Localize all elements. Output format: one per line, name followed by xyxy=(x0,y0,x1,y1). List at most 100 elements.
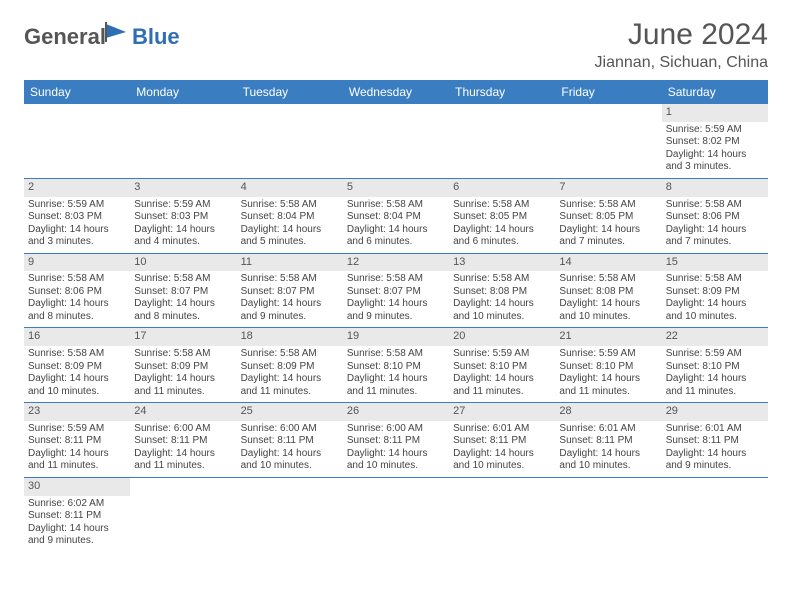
daylight-text: Daylight: 14 hours and 7 minutes. xyxy=(559,224,657,249)
calendar-body: 1Sunrise: 5:59 AMSunset: 8:02 PMDaylight… xyxy=(24,104,768,552)
day-number: 30 xyxy=(24,478,130,496)
daylight-text: Daylight: 14 hours and 11 minutes. xyxy=(453,373,551,398)
day-number: 24 xyxy=(130,403,236,421)
daylight-text: Daylight: 14 hours and 10 minutes. xyxy=(453,448,551,473)
sunset-text: Sunset: 8:03 PM xyxy=(134,211,232,224)
day-number: 15 xyxy=(662,254,768,272)
weekday-header: Thursday xyxy=(449,80,555,104)
sunset-text: Sunset: 8:11 PM xyxy=(347,435,445,448)
weekday-header: Saturday xyxy=(662,80,768,104)
day-number: 1 xyxy=(662,104,768,122)
day-number: 2 xyxy=(24,179,130,197)
sunset-text: Sunset: 8:06 PM xyxy=(28,286,126,299)
sunset-text: Sunset: 8:08 PM xyxy=(453,286,551,299)
sunrise-text: Sunrise: 5:58 AM xyxy=(666,273,764,286)
calendar-cell: 6Sunrise: 5:58 AMSunset: 8:05 PMDaylight… xyxy=(449,178,555,253)
daylight-text: Daylight: 14 hours and 9 minutes. xyxy=(666,448,764,473)
day-number: 13 xyxy=(449,254,555,272)
day-number: 29 xyxy=(662,403,768,421)
sunset-text: Sunset: 8:08 PM xyxy=(559,286,657,299)
calendar-cell: 27Sunrise: 6:01 AMSunset: 8:11 PMDayligh… xyxy=(449,403,555,478)
daylight-text: Daylight: 14 hours and 11 minutes. xyxy=(559,373,657,398)
calendar-row: 23Sunrise: 5:59 AMSunset: 8:11 PMDayligh… xyxy=(24,403,768,478)
calendar-cell xyxy=(343,477,449,551)
daylight-text: Daylight: 14 hours and 10 minutes. xyxy=(347,448,445,473)
sunset-text: Sunset: 8:10 PM xyxy=(453,361,551,374)
daylight-text: Daylight: 14 hours and 11 minutes. xyxy=(134,373,232,398)
calendar-cell: 13Sunrise: 5:58 AMSunset: 8:08 PMDayligh… xyxy=(449,253,555,328)
sunrise-text: Sunrise: 5:59 AM xyxy=(453,348,551,361)
daylight-text: Daylight: 14 hours and 10 minutes. xyxy=(559,448,657,473)
day-number: 4 xyxy=(237,179,343,197)
day-number: 21 xyxy=(555,328,661,346)
daylight-text: Daylight: 14 hours and 8 minutes. xyxy=(28,298,126,323)
daylight-text: Daylight: 14 hours and 9 minutes. xyxy=(241,298,339,323)
calendar-cell xyxy=(130,477,236,551)
day-number: 7 xyxy=(555,179,661,197)
daylight-text: Daylight: 14 hours and 10 minutes. xyxy=(241,448,339,473)
sunrise-text: Sunrise: 5:59 AM xyxy=(28,199,126,212)
title-month: June 2024 xyxy=(595,18,768,52)
sunset-text: Sunset: 8:11 PM xyxy=(453,435,551,448)
sunset-text: Sunset: 8:04 PM xyxy=(347,211,445,224)
sunrise-text: Sunrise: 5:58 AM xyxy=(666,199,764,212)
sunrise-text: Sunrise: 5:58 AM xyxy=(347,273,445,286)
day-number: 18 xyxy=(237,328,343,346)
calendar-cell: 26Sunrise: 6:00 AMSunset: 8:11 PMDayligh… xyxy=(343,403,449,478)
weekday-header: Monday xyxy=(130,80,236,104)
calendar-cell: 20Sunrise: 5:59 AMSunset: 8:10 PMDayligh… xyxy=(449,328,555,403)
daylight-text: Daylight: 14 hours and 9 minutes. xyxy=(347,298,445,323)
calendar-cell xyxy=(662,477,768,551)
sunset-text: Sunset: 8:06 PM xyxy=(666,211,764,224)
calendar-table: Sunday Monday Tuesday Wednesday Thursday… xyxy=(24,80,768,552)
daylight-text: Daylight: 14 hours and 11 minutes. xyxy=(28,448,126,473)
calendar-cell: 8Sunrise: 5:58 AMSunset: 8:06 PMDaylight… xyxy=(662,178,768,253)
day-number: 16 xyxy=(24,328,130,346)
sunrise-text: Sunrise: 6:01 AM xyxy=(559,423,657,436)
sunrise-text: Sunrise: 6:01 AM xyxy=(666,423,764,436)
sunrise-text: Sunrise: 5:59 AM xyxy=(28,423,126,436)
calendar-cell: 15Sunrise: 5:58 AMSunset: 8:09 PMDayligh… xyxy=(662,253,768,328)
sunset-text: Sunset: 8:11 PM xyxy=(28,435,126,448)
sunrise-text: Sunrise: 5:58 AM xyxy=(241,273,339,286)
calendar-row: 2Sunrise: 5:59 AMSunset: 8:03 PMDaylight… xyxy=(24,178,768,253)
day-number: 8 xyxy=(662,179,768,197)
calendar-cell: 4Sunrise: 5:58 AMSunset: 8:04 PMDaylight… xyxy=(237,178,343,253)
sunrise-text: Sunrise: 5:58 AM xyxy=(453,199,551,212)
sunset-text: Sunset: 8:05 PM xyxy=(559,211,657,224)
daylight-text: Daylight: 14 hours and 4 minutes. xyxy=(134,224,232,249)
calendar-cell: 22Sunrise: 5:59 AMSunset: 8:10 PMDayligh… xyxy=(662,328,768,403)
sunset-text: Sunset: 8:07 PM xyxy=(347,286,445,299)
calendar-cell xyxy=(555,477,661,551)
weekday-header: Sunday xyxy=(24,80,130,104)
sunrise-text: Sunrise: 5:58 AM xyxy=(559,199,657,212)
sunset-text: Sunset: 8:07 PM xyxy=(241,286,339,299)
sunset-text: Sunset: 8:04 PM xyxy=(241,211,339,224)
daylight-text: Daylight: 14 hours and 3 minutes. xyxy=(666,149,764,174)
day-number: 17 xyxy=(130,328,236,346)
calendar-cell: 12Sunrise: 5:58 AMSunset: 8:07 PMDayligh… xyxy=(343,253,449,328)
sunrise-text: Sunrise: 5:58 AM xyxy=(241,348,339,361)
calendar-cell: 23 Sunrise: 5:59 AMSunset: 8:11 PMDayligh… xyxy=(24,403,130,478)
logo-text-general: General xyxy=(24,24,106,50)
logo: General Blue xyxy=(24,18,180,50)
sunset-text: Sunset: 8:11 PM xyxy=(28,510,126,523)
calendar-cell xyxy=(449,104,555,178)
day-number: 26 xyxy=(343,403,449,421)
day-number: 14 xyxy=(555,254,661,272)
calendar-cell xyxy=(237,104,343,178)
daylight-text: Daylight: 14 hours and 10 minutes. xyxy=(666,298,764,323)
daylight-text: Daylight: 14 hours and 9 minutes. xyxy=(28,523,126,548)
weekday-header: Friday xyxy=(555,80,661,104)
sunrise-text: Sunrise: 5:59 AM xyxy=(666,124,764,137)
sunrise-text: Sunrise: 5:58 AM xyxy=(453,273,551,286)
day-number: 23 xyxy=(24,403,130,421)
calendar-cell xyxy=(130,104,236,178)
daylight-text: Daylight: 14 hours and 11 minutes. xyxy=(241,373,339,398)
daylight-text: Daylight: 14 hours and 6 minutes. xyxy=(347,224,445,249)
calendar-cell: 17Sunrise: 5:58 AMSunset: 8:09 PMDayligh… xyxy=(130,328,236,403)
logo-text-blue: Blue xyxy=(132,24,180,50)
sunrise-text: Sunrise: 6:00 AM xyxy=(134,423,232,436)
sunset-text: Sunset: 8:11 PM xyxy=(559,435,657,448)
calendar-row: 16Sunrise: 5:58 AMSunset: 8:09 PMDayligh… xyxy=(24,328,768,403)
